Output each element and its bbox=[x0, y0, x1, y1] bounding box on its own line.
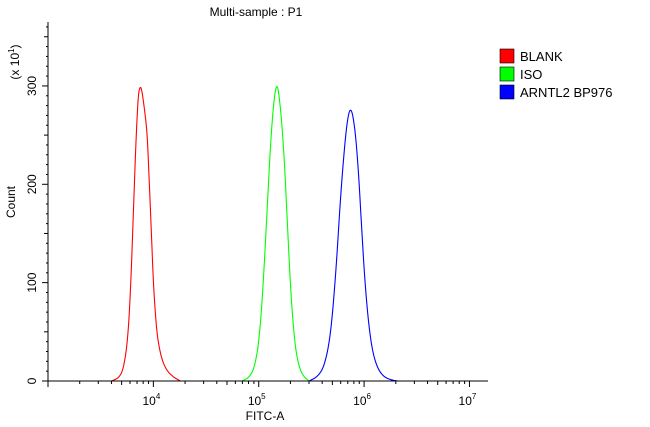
y-tick-label: 0 bbox=[25, 377, 39, 384]
y-multiplier-label: (x 101) bbox=[7, 44, 22, 79]
series-line-3 bbox=[308, 109, 399, 382]
y-multiplier-close: ) bbox=[8, 44, 22, 48]
y-multiplier-exp: 1 bbox=[7, 48, 16, 53]
series-line-1 bbox=[111, 86, 181, 382]
y-axis-label: Count bbox=[4, 185, 18, 218]
legend-label: ISO bbox=[520, 67, 542, 82]
legend-swatch bbox=[499, 48, 515, 64]
legend-label: ARNTL2 BP976 bbox=[520, 85, 613, 100]
y-multiplier-base: (x 10 bbox=[8, 53, 22, 80]
x-axis-label: FITC-A bbox=[246, 409, 285, 423]
legend: BLANK ISO ARNTL2 BP976 bbox=[499, 48, 613, 100]
y-axis-ticks: 0 100 200 300 bbox=[25, 26, 48, 384]
y-tick-label: 100 bbox=[25, 272, 39, 292]
legend-swatch bbox=[499, 84, 515, 100]
legend-label: BLANK bbox=[520, 49, 563, 64]
chart-title: Multi-sample : P1 bbox=[210, 5, 303, 19]
x-axis-ticks: 104 105 106 107 bbox=[47, 381, 477, 408]
x-tick-label: 107 bbox=[459, 392, 477, 408]
x-tick-label: 106 bbox=[353, 392, 371, 408]
series-layer bbox=[111, 85, 399, 382]
x-tick-label: 105 bbox=[248, 392, 266, 408]
x-tick-label: 104 bbox=[142, 392, 160, 408]
legend-swatch bbox=[499, 66, 515, 82]
y-tick-label: 300 bbox=[25, 76, 39, 96]
y-tick-label: 200 bbox=[25, 174, 39, 194]
series-line-2 bbox=[242, 85, 310, 382]
